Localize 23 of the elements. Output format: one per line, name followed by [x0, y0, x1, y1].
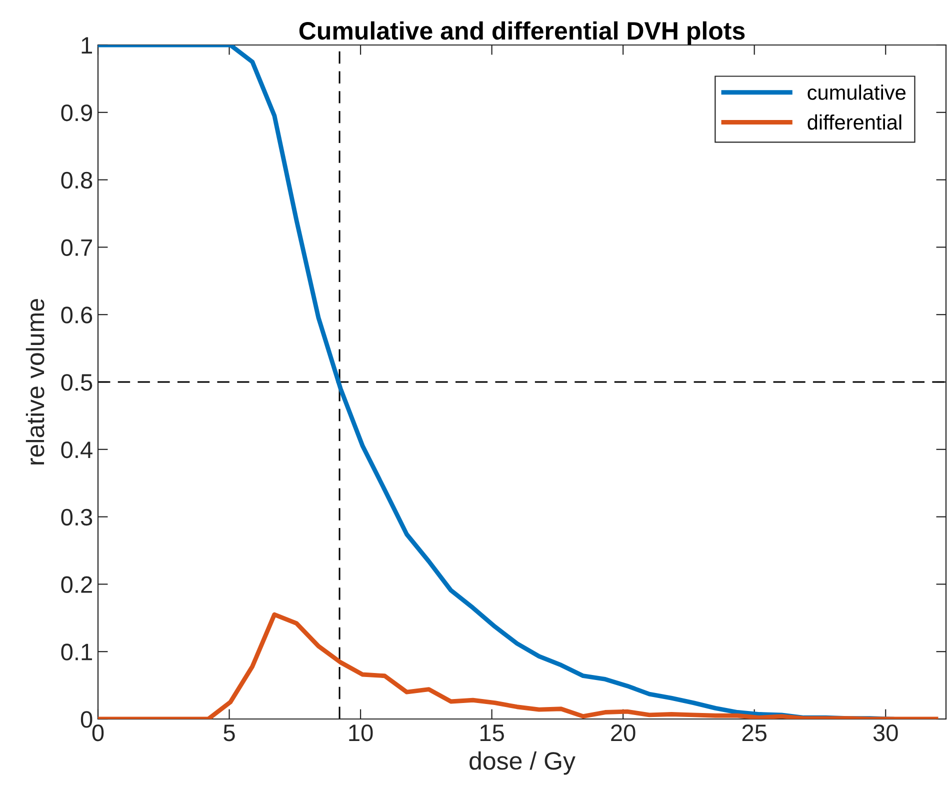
x-axis-title: dose / Gy — [470, 751, 576, 775]
y-tick-label: 0.8 — [61, 172, 92, 189]
x-tick-label: 15 — [480, 724, 504, 742]
x-tick-label: 20 — [611, 724, 636, 742]
x-tick-label: 30 — [873, 724, 898, 742]
y-tick-label: 0.2 — [61, 576, 92, 593]
legend-label: cumulative — [808, 84, 906, 100]
y-tick-label: 0.6 — [61, 306, 92, 324]
x-tick-label: 5 — [224, 724, 235, 742]
y-tick-label: 0.1 — [61, 644, 92, 660]
y-tick-label: 0.5 — [61, 374, 92, 391]
y-axis-title: relative volume — [26, 299, 44, 464]
y-tick-label: 0.4 — [61, 441, 92, 458]
y-tick-label: 0.3 — [61, 508, 92, 526]
y-tick-label: 1 — [82, 37, 92, 54]
legend-label: differential — [808, 114, 902, 130]
x-tick-label: 0 — [92, 724, 104, 742]
y-tick-label: 0 — [80, 711, 92, 728]
x-tick-label: 25 — [742, 724, 766, 742]
x-tick-label: 10 — [349, 724, 373, 742]
chart-title: Cumulative and differential DVH plots — [299, 21, 745, 45]
y-tick-label: 0.9 — [61, 104, 92, 122]
y-tick-label: 0.7 — [61, 239, 92, 256]
